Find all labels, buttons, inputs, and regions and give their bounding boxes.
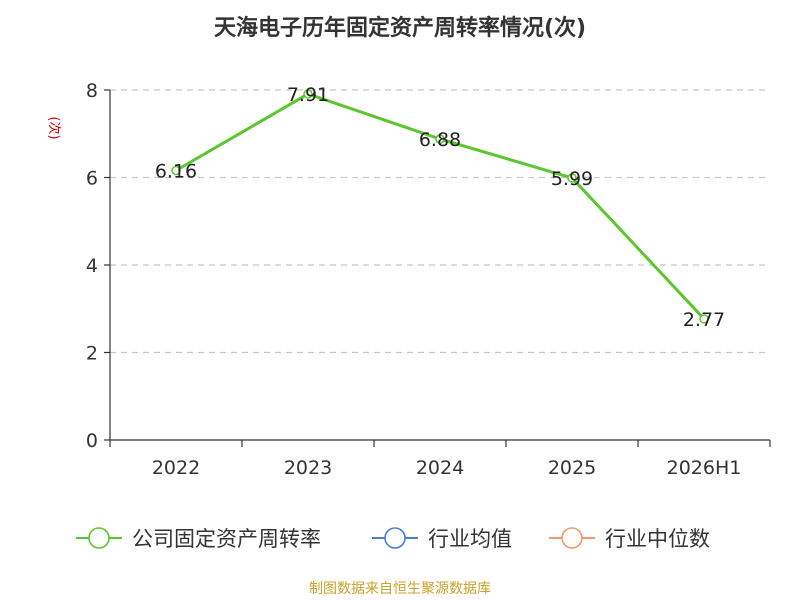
legend-label-2: 行业中位数 <box>605 527 710 551</box>
y-tick-label-4: 8 <box>86 80 98 102</box>
data-label-2: 6.88 <box>419 129 461 151</box>
x-tick-label-2: 2024 <box>416 457 464 479</box>
data-point-2[interactable] <box>435 134 445 144</box>
x-tick-labels: 2022 2023 2024 2025 2026H1 <box>109 440 771 479</box>
legend-item-0[interactable]: 公司固定资产周转率 <box>76 527 321 551</box>
legend-item-1[interactable]: 行业均值 <box>372 527 512 551</box>
data-point-3[interactable] <box>567 173 577 183</box>
data-label-1: 7.91 <box>287 84 329 106</box>
legend: 公司固定资产周转率 行业均值 行业中位数 <box>76 527 710 551</box>
y-axis-label: (次) <box>46 116 62 139</box>
legend-item-2[interactable]: 行业中位数 <box>549 527 710 551</box>
y-tick-labels: 0 2 4 6 8 <box>86 80 110 452</box>
grid-lines <box>110 89 770 354</box>
data-label-4: 2.77 <box>683 309 725 331</box>
legend-circle-icon <box>561 527 583 549</box>
legend-label-0: 公司固定资产周转率 <box>132 527 321 551</box>
x-tick-label-3: 2025 <box>548 457 596 479</box>
data-label-0: 6.16 <box>155 161 197 183</box>
data-labels: 6.16 7.91 6.88 5.99 2.77 <box>155 84 725 331</box>
legend-circle-icon <box>88 527 110 549</box>
series-layer <box>171 89 709 324</box>
data-point-4[interactable] <box>699 314 709 324</box>
y-tick-label-1: 2 <box>86 343 98 365</box>
data-point-0[interactable] <box>171 165 181 176</box>
y-tick-label-0: 0 <box>86 430 98 452</box>
data-point-1[interactable] <box>303 89 313 99</box>
x-tick-label-4: 2026H1 <box>667 457 742 479</box>
y-tick-label-3: 6 <box>86 168 98 190</box>
chart-title: 天海电子历年固定资产周转率情况(次) <box>213 16 587 41</box>
data-label-3: 5.99 <box>551 168 593 190</box>
x-tick-label-0: 2022 <box>152 457 200 479</box>
x-tick-label-1: 2023 <box>284 457 332 479</box>
legend-circle-icon <box>384 527 406 549</box>
series-line-0 <box>175 92 706 320</box>
legend-label-1: 行业均值 <box>428 527 512 551</box>
y-tick-label-2: 4 <box>86 255 98 277</box>
source-note: 制图数据来自恒生聚源数据库 <box>309 581 491 597</box>
